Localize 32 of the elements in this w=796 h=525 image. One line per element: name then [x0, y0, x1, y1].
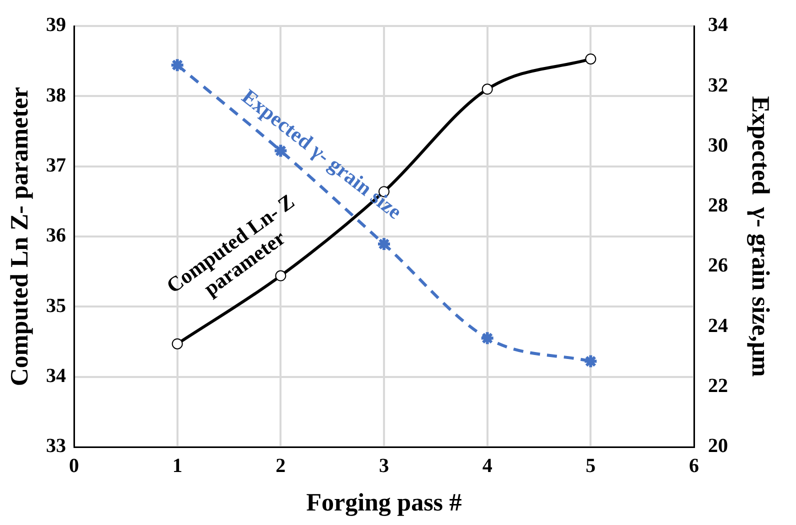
y-tick-label: 38 [46, 84, 66, 106]
y-tick-label: 33 [46, 435, 66, 458]
point [583, 354, 598, 369]
x-tick-label: 1 [172, 455, 182, 478]
x-tick-label: 4 [482, 455, 492, 478]
point [585, 53, 596, 64]
y-axis-title: Computed Ln Z- parameter [6, 86, 34, 386]
x-axis-title: Forging pass # [306, 489, 462, 516]
y-tick-label: 36 [46, 224, 66, 247]
y-tick-label: 39 [46, 14, 66, 36]
x-tick-label: 2 [276, 455, 286, 478]
y-tick-label: 35 [46, 294, 66, 317]
point [482, 84, 493, 95]
x-tick-label: 0 [69, 455, 79, 478]
y2-tick-label: 26 [708, 254, 728, 277]
x-tick-label: 3 [379, 455, 389, 478]
y2-tick-label: 24 [708, 314, 728, 337]
point [172, 338, 183, 350]
point [170, 58, 185, 73]
point [376, 236, 392, 252]
y-tick-label: 37 [46, 154, 66, 177]
y2-tick-label: 20 [708, 435, 728, 458]
x-tick-label: 5 [586, 455, 596, 478]
y-tick-label: 34 [46, 365, 66, 388]
y2-tick-label: 30 [708, 134, 728, 156]
y2-tick-label: 28 [708, 194, 728, 217]
y2-tick-label: 22 [708, 375, 728, 398]
point [480, 330, 495, 346]
y2-tick-label: 34 [708, 14, 728, 36]
x-tick-label: 6 [689, 455, 699, 478]
y2-axis-title: Expected γ- grain size,μm [746, 96, 774, 378]
y2-tick-label: 32 [708, 74, 728, 96]
